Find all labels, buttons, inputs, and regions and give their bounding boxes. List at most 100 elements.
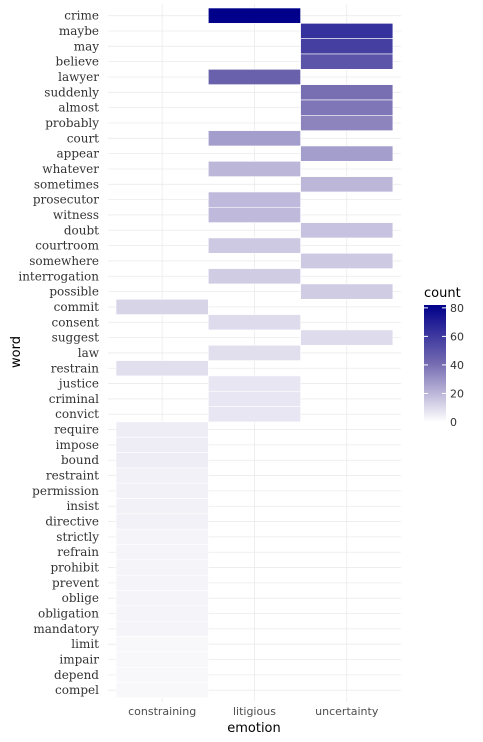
- cell-restrain-constraining: [115, 360, 209, 377]
- cell-justice-litigious: [208, 375, 301, 392]
- cell-suggest-uncertainty: [300, 329, 394, 346]
- cell-whatever-litigious: [208, 161, 301, 177]
- y-tick-almost: almost: [58, 101, 99, 115]
- y-tick-criminal: criminal: [49, 392, 99, 406]
- y-tick-justice: justice: [57, 377, 99, 391]
- y-tick-maybe: maybe: [59, 24, 99, 38]
- y-tick-prohibit: prohibit: [50, 561, 99, 575]
- y-tick-impose: impose: [56, 438, 99, 452]
- cell-depend-constraining: [115, 666, 209, 683]
- y-tick-may: may: [74, 39, 100, 53]
- legend-tick-label-20: 20: [450, 387, 464, 400]
- cell-refrain-constraining: [115, 544, 209, 561]
- cell-obligation-constraining: [115, 605, 209, 622]
- y-axis-title: word: [9, 336, 24, 368]
- y-tick-sometimes: sometimes: [34, 177, 99, 191]
- cell-may-uncertainty: [300, 38, 394, 55]
- cell-probably-uncertainty: [300, 115, 394, 131]
- legend-colorbar: [424, 305, 446, 422]
- y-tick-limit: limit: [71, 637, 99, 651]
- y-tick-consent: consent: [52, 315, 100, 329]
- cell-doubt-uncertainty: [300, 222, 394, 239]
- y-tick-obligation: obligation: [38, 607, 99, 621]
- cell-oblige-constraining: [115, 590, 209, 607]
- cell-commit-constraining: [115, 298, 209, 315]
- cell-possible-uncertainty: [300, 283, 394, 300]
- legend-title: count: [424, 286, 461, 301]
- cell-compel-constraining: [115, 682, 209, 699]
- x-axis-title: emotion: [227, 721, 281, 736]
- y-tick-witness: witness: [53, 208, 99, 222]
- legend-tick-label-40: 40: [450, 359, 464, 372]
- cell-restraint-constraining: [115, 467, 209, 484]
- y-tick-suggest: suggest: [52, 331, 100, 345]
- x-tick-labels: constraining litigious uncertainty: [128, 705, 379, 718]
- y-tick-doubt: doubt: [64, 223, 99, 237]
- cell-courtroom-litigious: [208, 237, 301, 254]
- y-tick-believe: believe: [56, 55, 99, 69]
- cell-lawyer-litigious: [208, 69, 301, 85]
- legend-tick-label-60: 60: [450, 330, 464, 343]
- y-tick-insist: insist: [66, 499, 99, 513]
- cell-limit-constraining: [115, 636, 209, 653]
- legend-ticks: 0 20 40 60 80: [424, 302, 464, 429]
- y-tick-require: require: [54, 423, 99, 437]
- cell-court-litigious: [208, 130, 301, 147]
- x-tick-uncertainty: uncertainty: [315, 705, 379, 718]
- cell-prosecutor-litigious: [208, 191, 301, 208]
- y-tick-crime: crime: [64, 9, 99, 23]
- cell-law-litigious: [208, 344, 301, 361]
- cell-bound-constraining: [115, 452, 209, 469]
- cell-interrogation-litigious: [208, 268, 301, 285]
- y-tick-restraint: restraint: [46, 469, 99, 483]
- y-tick-refrain: refrain: [57, 545, 99, 559]
- y-tick-law: law: [78, 346, 100, 360]
- cell-somewhere-uncertainty: [300, 252, 394, 269]
- y-tick-strictly: strictly: [56, 530, 99, 544]
- cell-require-constraining: [115, 421, 209, 438]
- cell-strictly-constraining: [115, 528, 209, 545]
- y-tick-somewhere: somewhere: [29, 254, 99, 268]
- cell-sometimes-uncertainty: [300, 176, 394, 193]
- cell-witness-litigious: [208, 206, 301, 223]
- y-tick-court: court: [67, 131, 99, 145]
- cell-insist-constraining: [115, 498, 209, 515]
- y-tick-permission: permission: [32, 484, 99, 498]
- y-tick-compel: compel: [55, 683, 99, 697]
- y-tick-oblige: oblige: [62, 591, 99, 605]
- y-tick-prosecutor: prosecutor: [33, 193, 99, 207]
- cell-convict-litigious: [208, 406, 301, 423]
- y-tick-depend: depend: [54, 668, 99, 682]
- cell-prevent-constraining: [115, 574, 209, 591]
- cell-impair-constraining: [115, 651, 209, 668]
- y-tick-directive: directive: [45, 515, 99, 529]
- y-tick-whatever: whatever: [42, 162, 99, 176]
- cell-directive-constraining: [115, 513, 209, 530]
- y-tick-impair: impair: [59, 653, 99, 667]
- cell-appear-uncertainty: [300, 145, 394, 162]
- y-tick-lawyer: lawyer: [58, 70, 99, 84]
- legend: count 0 20 40 60 80: [424, 286, 464, 429]
- cell-crime-litigious: [208, 7, 301, 24]
- cell-permission-constraining: [115, 482, 209, 499]
- cell-maybe-uncertainty: [300, 23, 394, 39]
- legend-tick-label-80: 80: [450, 302, 464, 315]
- y-tick-interrogation: interrogation: [18, 269, 99, 283]
- legend-tick-label-0: 0: [450, 416, 457, 429]
- y-tick-mandatory: mandatory: [33, 622, 99, 636]
- y-tick-suddenly: suddenly: [44, 85, 99, 99]
- y-tick-appear: appear: [56, 147, 99, 161]
- cell-suddenly-uncertainty: [300, 84, 394, 101]
- y-tick-commit: commit: [54, 300, 100, 314]
- x-tick-litigious: litigious: [233, 705, 276, 718]
- y-tick-courtroom: courtroom: [35, 239, 99, 253]
- x-tick-constraining: constraining: [128, 705, 196, 718]
- cell-criminal-litigious: [208, 390, 301, 407]
- cell-prohibit-constraining: [115, 559, 209, 576]
- cell-almost-uncertainty: [300, 99, 394, 116]
- y-tick-prevent: prevent: [52, 576, 99, 590]
- y-tick-possible: possible: [49, 285, 99, 299]
- y-tick-convict: convict: [55, 407, 99, 421]
